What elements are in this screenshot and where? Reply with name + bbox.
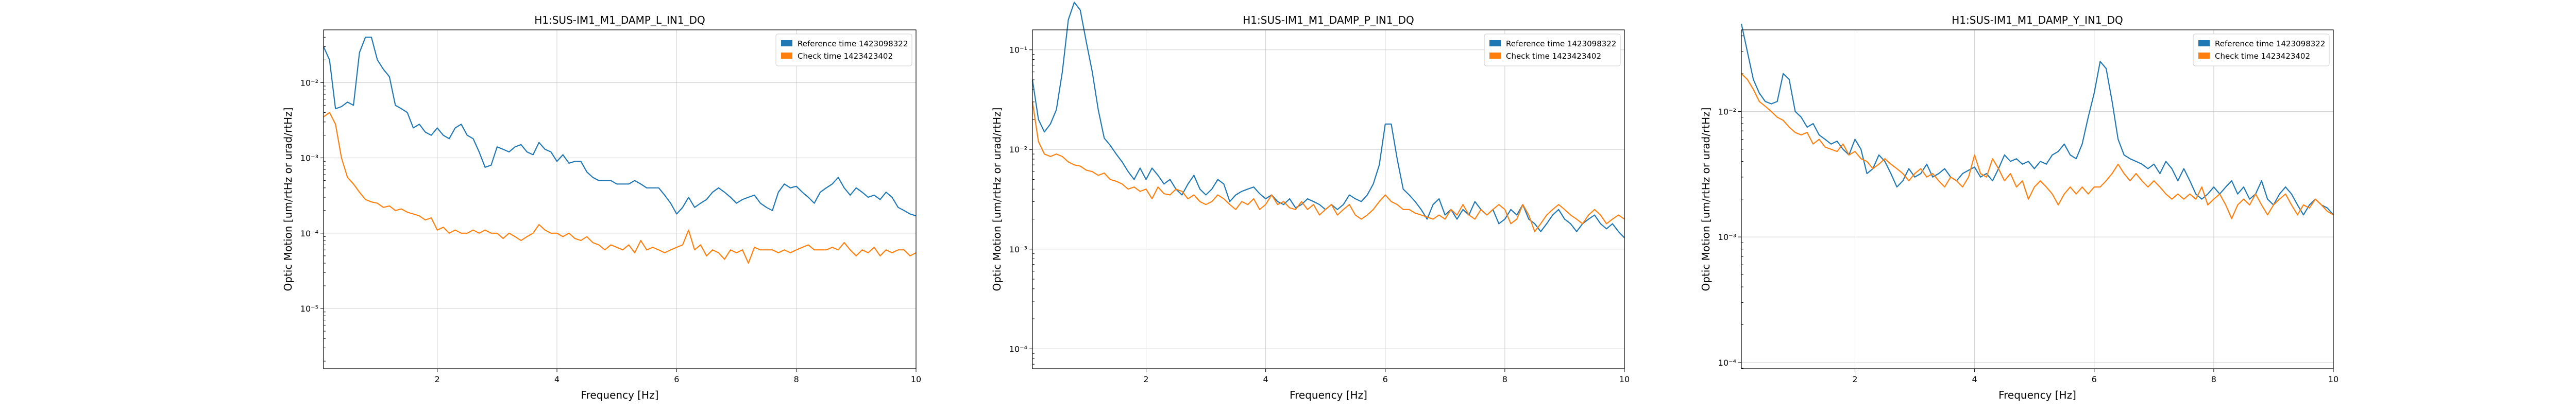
y-tick-label: 10⁻² bbox=[1718, 107, 1736, 116]
x-tick-label: 8 bbox=[1502, 374, 1507, 384]
x-tick-label: 2 bbox=[435, 374, 440, 384]
y-tick-label: 10⁻⁵ bbox=[300, 304, 318, 314]
legend-swatch-0 bbox=[781, 40, 792, 46]
x-tick-label: 10 bbox=[911, 374, 921, 384]
legend-box bbox=[1484, 33, 1621, 66]
chart-title: H1:SUS-IM1_M1_DAMP_Y_IN1_DQ bbox=[1952, 14, 2123, 26]
legend-swatch-0 bbox=[2198, 40, 2210, 46]
legend-label-1: Check time 1423423402 bbox=[798, 52, 893, 61]
plot-frame bbox=[1032, 29, 1625, 369]
legend-swatch-1 bbox=[2198, 53, 2210, 59]
series-line-1 bbox=[323, 112, 917, 264]
series-line-0 bbox=[323, 37, 917, 217]
y-axis-label: Optic Motion [um/rtHz or urad/rtHz] bbox=[991, 108, 1003, 291]
legend-swatch-1 bbox=[1489, 53, 1501, 59]
x-tick-label: 10 bbox=[1619, 374, 1630, 384]
x-axis-label: Frequency [Hz] bbox=[1998, 389, 2076, 401]
y-tick-label: 10⁻⁴ bbox=[300, 229, 318, 238]
x-tick-label: 4 bbox=[1263, 374, 1268, 384]
chart-panel-2: 2 4 6 8 10 10⁻² 10⁻³ 10⁻⁴ H1:SUS-IM1_M1_DAMP_Y_I… bbox=[1700, 14, 2338, 401]
legend-label-1: Check time 1423423402 bbox=[1506, 52, 1601, 61]
y-axis-label: Optic Motion [um/rtHz or urad/rtHz] bbox=[282, 108, 294, 291]
x-axis-label: Frequency [Hz] bbox=[1290, 389, 1367, 401]
y-tick-label: 10⁻² bbox=[1009, 145, 1027, 154]
plot-frame bbox=[1741, 29, 2334, 369]
y-tick-label: 10⁻³ bbox=[1009, 245, 1027, 254]
y-axis-label: Optic Motion [um/rtHz or urad/rtHz] bbox=[1700, 108, 1712, 291]
chart-panel-0: 2 4 6 8 10 10⁻² 10⁻³ 10⁻⁴ 10⁻⁵ H1:SUS-IM1_M1_DAMP… bbox=[282, 14, 921, 401]
x-tick-label: 6 bbox=[674, 374, 679, 384]
y-tick-label: 10⁻² bbox=[300, 78, 318, 88]
y-tick-label: 10⁻¹ bbox=[1009, 45, 1027, 55]
x-axis-label: Frequency [Hz] bbox=[581, 389, 659, 401]
legend: Reference time 1423098322 Check time 1423… bbox=[775, 33, 912, 66]
x-tick-label: 8 bbox=[2211, 374, 2216, 384]
x-tick-label: 4 bbox=[1972, 374, 1977, 384]
legend: Reference time 1423098322 Check time 1423… bbox=[1484, 33, 1621, 66]
chart-title: H1:SUS-IM1_M1_DAMP_L_IN1_DQ bbox=[534, 14, 705, 26]
x-tick-label: 4 bbox=[554, 374, 560, 384]
legend-label-1: Check time 1423423402 bbox=[2215, 52, 2310, 61]
chart-title: H1:SUS-IM1_M1_DAMP_P_IN1_DQ bbox=[1243, 14, 1414, 26]
legend: Reference time 1423098322 Check time 1423… bbox=[2193, 33, 2330, 66]
x-tick-label: 8 bbox=[794, 374, 799, 384]
legend-swatch-1 bbox=[781, 53, 792, 59]
x-tick-label: 6 bbox=[1383, 374, 1388, 384]
series-line-0 bbox=[1740, 23, 2334, 216]
y-tick-label: 10⁻³ bbox=[1718, 232, 1736, 242]
x-tick-label: 2 bbox=[1852, 374, 1857, 384]
legend-box bbox=[775, 33, 912, 66]
plot-frame bbox=[323, 29, 917, 369]
legend-label-0: Reference time 1423098322 bbox=[1506, 39, 1616, 48]
series-line-1 bbox=[1031, 101, 1625, 232]
chart-panel-1: 2 4 6 8 10 10⁻¹ 10⁻² 10⁻³ 10⁻⁴ H1:SUS-IM1_M1_DAMP… bbox=[991, 2, 1630, 401]
series-line-1 bbox=[1741, 73, 2334, 219]
legend-swatch-0 bbox=[1489, 40, 1501, 46]
x-tick-label: 10 bbox=[2328, 374, 2338, 384]
y-tick-label: 10⁻³ bbox=[300, 153, 318, 163]
x-tick-label: 2 bbox=[1143, 374, 1148, 384]
legend-box bbox=[2193, 33, 2330, 66]
y-tick-label: 10⁻⁴ bbox=[1009, 344, 1027, 354]
x-tick-label: 6 bbox=[2092, 374, 2097, 384]
y-tick-label: 10⁻⁴ bbox=[1718, 358, 1736, 368]
legend-label-0: Reference time 1423098322 bbox=[2215, 39, 2325, 48]
legend-label-0: Reference time 1423098322 bbox=[798, 39, 908, 48]
